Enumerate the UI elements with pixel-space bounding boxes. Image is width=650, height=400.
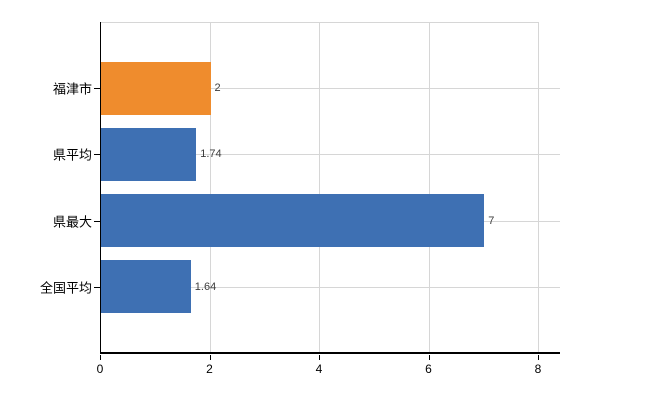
x-axis-tick <box>538 355 539 360</box>
x-axis-tick-label: 2 <box>206 362 213 376</box>
x-gridline <box>209 22 211 353</box>
y-axis-tick <box>94 154 100 156</box>
bar-福津市 <box>101 61 211 115</box>
category-gridline <box>100 154 560 156</box>
category-label: 全国平均 <box>39 280 92 296</box>
x-axis-tick-label: 6 <box>425 362 432 376</box>
category-gridline <box>100 88 560 90</box>
x-axis-tick <box>100 355 101 360</box>
x-axis-tick <box>319 355 320 360</box>
x-gridline <box>428 22 430 353</box>
x-axis-tick-label: 8 <box>534 362 542 376</box>
y-axis-tick <box>94 286 100 288</box>
bar-県最大 <box>101 194 485 248</box>
bar-value-label: 1.74 <box>200 148 222 161</box>
bar-value-label: 2 <box>214 82 221 95</box>
category-label: 福津市 <box>52 81 92 97</box>
category-gridline <box>100 286 560 288</box>
x-axis-line <box>100 352 560 354</box>
bar-県平均 <box>101 127 197 181</box>
category-label: 県最大 <box>52 214 92 230</box>
x-gridline <box>319 22 320 353</box>
x-axis-tick-label: 0 <box>96 362 104 376</box>
x-axis-tick <box>428 355 430 360</box>
x-axis-tick <box>209 355 211 360</box>
y-axis-tick <box>94 220 100 222</box>
bar-value-label: 1.64 <box>194 280 217 293</box>
x-gridline <box>538 22 539 353</box>
x-axis-tick-label: 4 <box>315 362 323 376</box>
category-label: 県平均 <box>52 147 92 163</box>
y-axis-line <box>100 22 101 353</box>
y-axis-tick <box>94 88 100 90</box>
bar-全国平均 <box>101 260 191 314</box>
bar-value-label: 7 <box>488 214 495 227</box>
